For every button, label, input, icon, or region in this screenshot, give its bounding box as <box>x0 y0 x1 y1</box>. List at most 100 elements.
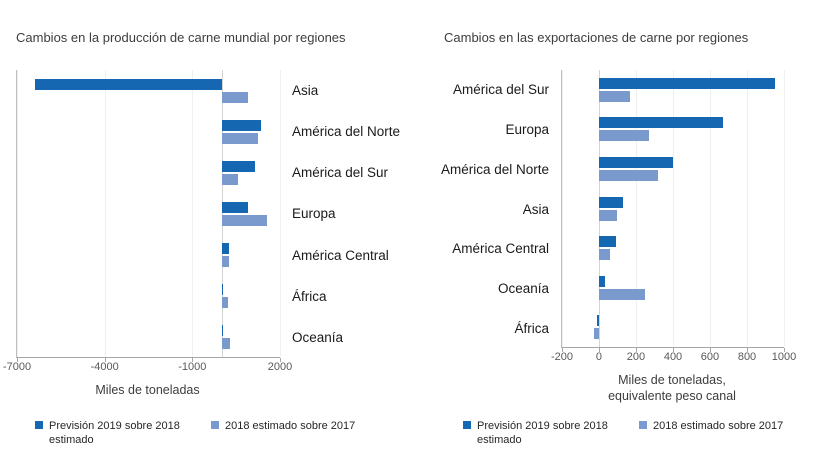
tick-mark <box>104 358 106 362</box>
legend-label: Previsión 2019 sobre 2018 estimado <box>49 420 180 447</box>
bar-group <box>17 152 280 193</box>
zero-gridline <box>598 70 600 347</box>
legend-item-prevision-2019: Previsión 2019 sobre 2018 estimado <box>463 419 619 448</box>
bar-group <box>17 70 280 111</box>
bar-group <box>562 189 784 229</box>
x-tick-label: 400 <box>663 351 683 363</box>
gridline <box>192 70 194 357</box>
bar-prevision-2019 <box>221 201 248 213</box>
bar-prevision-2019 <box>598 77 775 89</box>
category-label: América del Norte <box>292 124 401 140</box>
category-label: África <box>514 320 549 336</box>
gridline <box>635 70 637 347</box>
gridline <box>784 70 785 347</box>
tick-mark <box>280 358 281 362</box>
bar-group <box>562 149 784 189</box>
legend-item-2018-estimado: 2018 estimado sobre 2017 <box>639 419 783 433</box>
bar-rows <box>17 70 280 357</box>
tick-mark <box>784 348 785 352</box>
bar-prevision-2019 <box>598 236 616 248</box>
category-labels: América del Sur Europa América del Norte As… <box>441 70 561 348</box>
bar-2018-estimado <box>221 337 230 349</box>
x-axis-ticks: -7000 -4000 -1000 2000 <box>3 361 292 375</box>
legend-item-2018-estimado: 2018 estimado sobre 2017 <box>211 419 355 433</box>
bar-2018-estimado <box>221 255 229 267</box>
gridline <box>280 70 281 357</box>
bar-group <box>17 316 280 357</box>
bar-group <box>562 307 784 347</box>
legend-production: Previsión 2019 sobre 2018 estimado 2018 … <box>35 419 355 448</box>
exports-change-chart: Cambios en las exportaciones de carne po… <box>441 30 796 405</box>
production-change-chart: Cambios en la producción de carne mundia… <box>3 30 419 398</box>
bar-group <box>562 110 784 150</box>
bar-2018-estimado <box>598 288 646 300</box>
x-tick-label: 200 <box>626 351 646 363</box>
zero-gridline <box>221 70 223 357</box>
legend-exports: Previsión 2019 sobre 2018 estimado 2018 … <box>463 419 783 448</box>
x-tick-label: 2000 <box>267 361 293 373</box>
category-label: América Central <box>452 241 549 257</box>
tick-mark <box>192 358 194 362</box>
bar-2018-estimado <box>598 249 611 261</box>
bar-prevision-2019 <box>221 242 229 254</box>
bar-prevision-2019 <box>598 117 723 129</box>
category-label: África <box>292 288 327 304</box>
bar-prevision-2019 <box>34 78 222 90</box>
tick-mark <box>598 348 600 352</box>
tick-mark <box>635 348 637 352</box>
x-axis-title-line1: Miles de toneladas <box>95 383 200 397</box>
gridline <box>104 70 106 357</box>
category-label: Oceanía <box>497 280 549 296</box>
bar-prevision-2019 <box>221 324 223 336</box>
x-tick-label: -200 <box>550 351 574 363</box>
category-label: América del Sur <box>452 82 549 98</box>
bar-2018-estimado <box>598 90 631 102</box>
plot-area: -7000 -4000 -1000 2000 <box>3 70 292 373</box>
category-label: América del Sur <box>292 165 389 181</box>
legend-label: 2018 estimado sobre 2017 <box>653 420 784 432</box>
bar-2018-estimado <box>594 328 599 340</box>
legend-label: Previsión 2019 sobre 2018 estimado <box>477 420 608 447</box>
x-axis-title: Miles de toneladas, equivalente peso can… <box>561 372 783 405</box>
legend-swatch-estimado-icon <box>211 421 219 429</box>
category-label: Europa <box>292 206 336 222</box>
x-axis-ticks: -200 0 200 400 600 800 1000 <box>551 351 796 365</box>
bar-group <box>17 275 280 316</box>
tick-mark <box>673 348 674 352</box>
bar-2018-estimado <box>221 91 248 103</box>
tick-mark <box>709 348 711 352</box>
gridlines <box>17 70 281 362</box>
x-tick-label: -7000 <box>2 361 32 373</box>
bar-group <box>17 111 280 152</box>
chart-body: -7000 -4000 -1000 2000 Asia América del Nort… <box>3 70 419 373</box>
bar-2018-estimado <box>598 130 649 142</box>
category-label: Asia <box>292 83 319 99</box>
category-label: América Central <box>292 247 389 263</box>
bar-2018-estimado <box>221 132 259 144</box>
gridline <box>747 70 748 347</box>
x-tick-label: -4000 <box>90 361 119 373</box>
chart-title: Cambios en las exportaciones de carne po… <box>444 30 749 45</box>
legend-label: 2018 estimado sobre 2017 <box>225 420 356 432</box>
gridlines <box>562 70 785 352</box>
legend-swatch-prevision-icon <box>463 421 471 429</box>
bar-prevision-2019 <box>598 196 624 208</box>
bar-prevision-2019 <box>221 283 224 295</box>
tick-mark <box>747 348 748 352</box>
bar-2018-estimado <box>221 214 267 226</box>
bar-rows <box>562 70 784 347</box>
x-tick-label: 0 <box>595 351 603 363</box>
bar-2018-estimado <box>221 296 229 308</box>
bar-group <box>17 234 280 275</box>
chart-title: Cambios en la producción de carne mundia… <box>16 30 346 45</box>
category-label: Oceanía <box>292 329 344 345</box>
bar-group <box>562 70 784 110</box>
x-tick-label: 800 <box>737 351 757 363</box>
category-label: Asia <box>522 201 549 217</box>
x-tick-label: 1000 <box>771 351 797 363</box>
category-labels: Asia América del Norte América del Sur Euro… <box>280 70 418 358</box>
bar-prevision-2019 <box>221 160 256 172</box>
gridline <box>673 70 674 347</box>
x-tick-label: -1000 <box>178 361 207 373</box>
bar-2018-estimado <box>221 173 238 185</box>
